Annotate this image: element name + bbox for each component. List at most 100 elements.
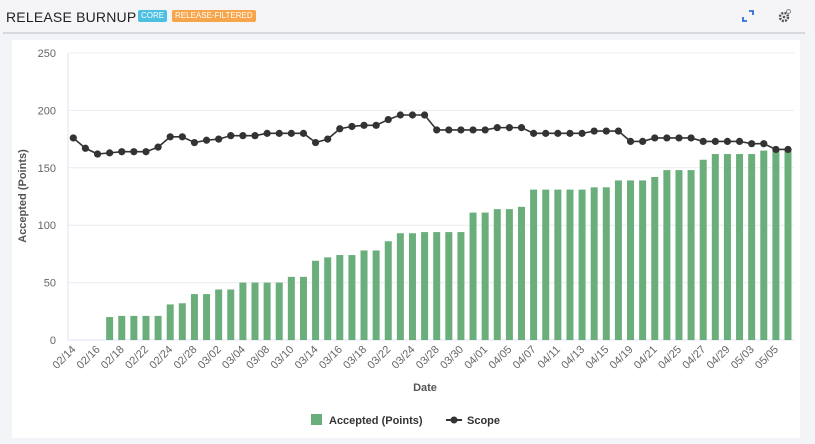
accepted-bar[interactable] xyxy=(748,154,756,340)
scope-point[interactable] xyxy=(118,148,126,156)
accepted-bar[interactable] xyxy=(614,180,622,340)
scope-point[interactable] xyxy=(130,148,138,156)
scope-point[interactable] xyxy=(760,140,768,148)
scope-point[interactable] xyxy=(215,135,223,143)
accepted-bar[interactable] xyxy=(348,255,356,340)
accepted-bar[interactable] xyxy=(299,276,307,340)
scope-point[interactable] xyxy=(336,125,344,133)
scope-point[interactable] xyxy=(723,137,732,145)
accepted-bar[interactable] xyxy=(421,232,429,340)
accepted-bar[interactable] xyxy=(396,233,404,340)
scope-point[interactable] xyxy=(651,134,659,142)
scope-point[interactable] xyxy=(384,115,392,124)
accepted-bar[interactable] xyxy=(203,294,211,340)
scope-point[interactable] xyxy=(639,137,647,145)
accepted-bar[interactable] xyxy=(711,154,719,340)
scope-point[interactable] xyxy=(154,143,162,151)
accepted-bar[interactable] xyxy=(542,189,550,340)
accepted-bar[interactable] xyxy=(481,212,489,340)
accepted-bar[interactable] xyxy=(590,187,598,340)
scope-point[interactable] xyxy=(554,129,562,137)
accepted-bar[interactable] xyxy=(118,315,126,340)
legend-item-accepted[interactable]: Accepted (Points) xyxy=(311,414,423,427)
scope-point[interactable] xyxy=(590,127,598,135)
accepted-bar[interactable] xyxy=(360,250,368,340)
scope-point[interactable] xyxy=(517,124,526,132)
scope-point[interactable] xyxy=(324,135,332,143)
scope-point[interactable] xyxy=(602,127,610,135)
scope-point[interactable] xyxy=(711,137,719,145)
accepted-bar[interactable] xyxy=(736,154,744,340)
gear-icon[interactable] xyxy=(776,8,792,24)
accepted-bar[interactable] xyxy=(723,154,731,340)
accepted-bar[interactable] xyxy=(384,241,392,340)
scope-point[interactable] xyxy=(263,129,271,137)
accepted-bar[interactable] xyxy=(130,315,138,340)
accepted-bar[interactable] xyxy=(154,315,162,340)
accepted-bar[interactable] xyxy=(408,233,416,340)
accepted-bar[interactable] xyxy=(663,170,671,340)
scope-point[interactable] xyxy=(663,134,671,142)
scope-point[interactable] xyxy=(299,129,308,137)
scope-point[interactable] xyxy=(675,134,683,142)
accepted-bar[interactable] xyxy=(215,289,223,340)
scope-point[interactable] xyxy=(202,136,211,144)
accepted-bar[interactable] xyxy=(639,180,647,340)
scope-point[interactable] xyxy=(699,137,707,145)
scope-point[interactable] xyxy=(457,126,465,134)
scope-point[interactable] xyxy=(348,122,356,131)
scope-point[interactable] xyxy=(433,126,441,134)
accepted-bar[interactable] xyxy=(651,176,659,340)
accepted-bar[interactable] xyxy=(372,250,380,340)
accepted-bar[interactable] xyxy=(275,282,283,340)
accepted-bar[interactable] xyxy=(530,189,538,340)
scope-point[interactable] xyxy=(287,129,295,137)
accepted-bar[interactable] xyxy=(178,303,186,340)
scope-point[interactable] xyxy=(69,134,77,142)
scope-point[interactable] xyxy=(772,145,780,154)
scope-point[interactable] xyxy=(784,145,792,154)
scope-point[interactable] xyxy=(530,129,538,137)
scope-point[interactable] xyxy=(178,133,186,141)
accepted-bar[interactable] xyxy=(287,276,295,340)
accepted-bar[interactable] xyxy=(566,189,574,340)
accepted-bar[interactable] xyxy=(312,260,320,340)
scope-point[interactable] xyxy=(106,149,114,157)
scope-point[interactable] xyxy=(505,124,513,132)
accepted-bar[interactable] xyxy=(493,209,501,340)
accepted-bar[interactable] xyxy=(784,149,792,340)
accepted-bar[interactable] xyxy=(469,212,477,340)
scope-point[interactable] xyxy=(275,129,283,137)
accepted-bar[interactable] xyxy=(772,150,780,340)
accepted-bar[interactable] xyxy=(675,170,683,340)
accepted-bar[interactable] xyxy=(166,304,174,340)
scope-point[interactable] xyxy=(493,124,501,132)
scope-point[interactable] xyxy=(420,111,429,119)
accepted-bar[interactable] xyxy=(106,317,114,340)
accepted-bar[interactable] xyxy=(505,209,513,340)
scope-point[interactable] xyxy=(190,138,199,147)
scope-point[interactable] xyxy=(408,111,417,119)
scope-point[interactable] xyxy=(311,138,320,147)
accepted-bar[interactable] xyxy=(699,159,707,340)
accepted-bar[interactable] xyxy=(554,189,562,340)
scope-point[interactable] xyxy=(396,111,404,119)
accepted-bar[interactable] xyxy=(336,255,344,340)
accepted-bar[interactable] xyxy=(445,232,453,340)
scope-point[interactable] xyxy=(360,121,368,129)
accepted-bar[interactable] xyxy=(457,232,465,340)
scope-point[interactable] xyxy=(578,129,586,137)
scope-point[interactable] xyxy=(469,126,477,134)
accepted-bar[interactable] xyxy=(251,282,259,340)
scope-point[interactable] xyxy=(93,150,102,158)
accepted-bar[interactable] xyxy=(263,282,271,340)
scope-point[interactable] xyxy=(566,129,574,137)
accepted-bar[interactable] xyxy=(602,187,610,340)
accepted-bar[interactable] xyxy=(324,257,332,340)
scope-point[interactable] xyxy=(166,133,174,141)
scope-point[interactable] xyxy=(481,126,489,134)
accepted-bar[interactable] xyxy=(578,189,586,340)
accepted-bar[interactable] xyxy=(687,170,695,340)
accepted-bar[interactable] xyxy=(518,206,526,340)
expand-icon[interactable] xyxy=(740,8,756,24)
